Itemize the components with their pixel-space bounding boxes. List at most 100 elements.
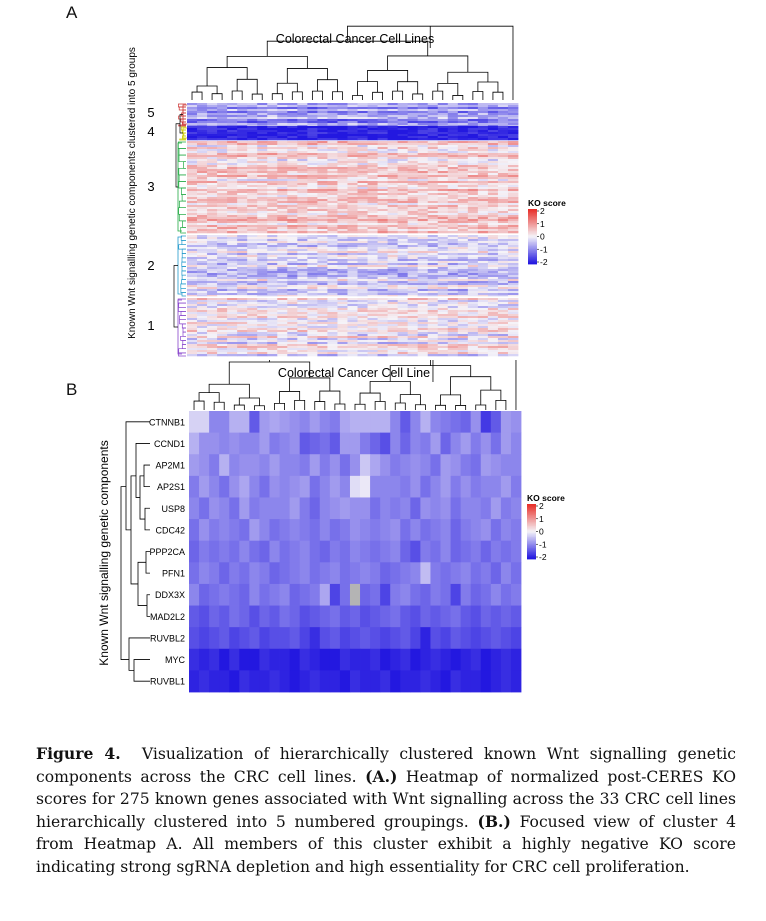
heatmap-a-cell	[367, 237, 378, 240]
heatmap-a-cell	[427, 350, 439, 353]
heatmap-a-row-branch	[181, 187, 186, 195]
heatmap-a-cell	[317, 213, 328, 216]
heatmap-a-cell	[247, 312, 258, 315]
heatmap-a-cell	[417, 136, 429, 139]
heatmap-b-cell	[319, 583, 331, 606]
heatmap-a-cell	[367, 165, 378, 168]
heatmap-a-cell	[457, 340, 469, 343]
heatmap-a-cell	[317, 130, 328, 133]
heatmap-a-cell	[207, 128, 218, 131]
heatmap-a-cell	[317, 340, 328, 343]
heatmap-a-cell	[187, 289, 198, 292]
heatmap-a-cell	[417, 130, 429, 133]
heatmap-a-cell	[507, 298, 519, 301]
heatmap-a-cell	[367, 179, 378, 182]
heatmap-a-cell	[317, 175, 328, 178]
heatmap-a-cell	[467, 326, 479, 329]
heatmap-a-cell	[427, 231, 439, 234]
heatmap-a-cell	[287, 113, 298, 116]
heatmap-b-cell	[510, 454, 522, 477]
heatmap-a-cell	[227, 126, 238, 129]
heatmap-a-cell	[507, 117, 519, 120]
heatmap-a-cell	[447, 203, 459, 206]
heatmap-a-cell	[277, 115, 288, 118]
heatmap-a-cell	[197, 324, 208, 327]
heatmap-a-cell	[337, 257, 348, 260]
heatmap-a-cell	[397, 275, 409, 278]
heatmap-a-cell	[257, 103, 268, 106]
heatmap-a-cell	[227, 273, 238, 276]
heatmap-a-cell	[457, 123, 469, 126]
heatmap-a-cell	[437, 189, 449, 192]
heatmap-a-cell	[467, 265, 479, 268]
heatmap-b-cell	[450, 497, 462, 520]
heatmap-a-column-branch	[236, 78, 258, 95]
heatmap-a-cell	[367, 215, 378, 218]
heatmap-a-cell	[437, 265, 449, 268]
heatmap-a-cell	[377, 261, 389, 264]
heatmap-a-cell	[407, 119, 419, 122]
heatmap-a-cell	[237, 123, 248, 126]
heatmap-a-cell	[247, 291, 258, 294]
heatmap-a-cell	[297, 207, 308, 210]
heatmap-b-legend-gradient	[527, 515, 536, 517]
heatmap-a-cell	[377, 103, 389, 106]
heatmap-a-cell	[467, 130, 479, 133]
heatmap-a-cell	[447, 330, 459, 333]
heatmap-a-cell	[197, 257, 208, 260]
heatmap-a-cell	[487, 130, 499, 133]
heatmap-a-cell	[487, 138, 499, 141]
heatmap-b-cell	[299, 562, 311, 585]
heatmap-a-cell	[457, 163, 469, 166]
heatmap-a-cell	[477, 287, 489, 290]
heatmap-a-cell	[337, 283, 348, 286]
heatmap-a-cell	[507, 167, 519, 170]
heatmap-a-cell	[227, 251, 238, 254]
heatmap-a-cell	[307, 123, 318, 126]
heatmap-a-column-branch	[387, 55, 469, 73]
heatmap-a-cell	[287, 167, 298, 170]
heatmap-a-cell	[467, 255, 479, 258]
heatmap-a-cell	[267, 261, 278, 264]
heatmap-a-cell	[217, 132, 228, 135]
heatmap-a-cell	[297, 243, 308, 246]
heatmap-a-cell	[227, 221, 238, 224]
heatmap-b-cell	[279, 670, 291, 693]
heatmap-a-cell	[247, 213, 258, 216]
heatmap-a-cell	[257, 285, 268, 288]
heatmap-a-cell	[477, 342, 489, 345]
heatmap-a-cell	[297, 155, 308, 158]
heatmap-a-cell	[277, 354, 288, 357]
heatmap-b-cell	[500, 497, 512, 520]
heatmap-a-cell	[507, 229, 519, 232]
heatmap-a-cell	[447, 338, 459, 341]
heatmap-a-cell	[277, 151, 288, 154]
heatmap-a-cell	[327, 193, 338, 196]
heatmap-a-cell	[207, 109, 218, 112]
heatmap-a-cell	[217, 141, 228, 144]
heatmap-a-cell	[297, 103, 308, 106]
heatmap-a-cell	[327, 243, 338, 246]
heatmap-a-cell	[377, 354, 389, 357]
heatmap-a-cell	[207, 287, 218, 290]
heatmap-a-cell	[477, 159, 489, 162]
heatmap-a-cell	[347, 322, 358, 325]
heatmap-b-cell	[480, 411, 492, 434]
heatmap-a-cell	[237, 193, 248, 196]
heatmap-a-cell	[427, 259, 439, 262]
heatmap-b-legend-gradient	[527, 509, 536, 512]
heatmap-a-cell	[187, 227, 198, 230]
heatmap-a-cell	[207, 289, 218, 292]
heatmap-a-cell	[267, 201, 278, 204]
heatmap-a-cell	[347, 298, 358, 301]
heatmap-a-cell	[477, 275, 489, 278]
heatmap-a-cell	[407, 255, 419, 258]
heatmap-a-cell	[347, 117, 358, 120]
heatmap-b-cell	[420, 454, 431, 477]
heatmap-a-cell	[337, 265, 348, 268]
heatmap-a-cell	[297, 167, 308, 170]
heatmap-a-cell	[307, 130, 318, 133]
heatmap-a-cell	[227, 243, 238, 246]
heatmap-a-cell	[467, 348, 479, 351]
heatmap-a-cell	[417, 310, 429, 313]
